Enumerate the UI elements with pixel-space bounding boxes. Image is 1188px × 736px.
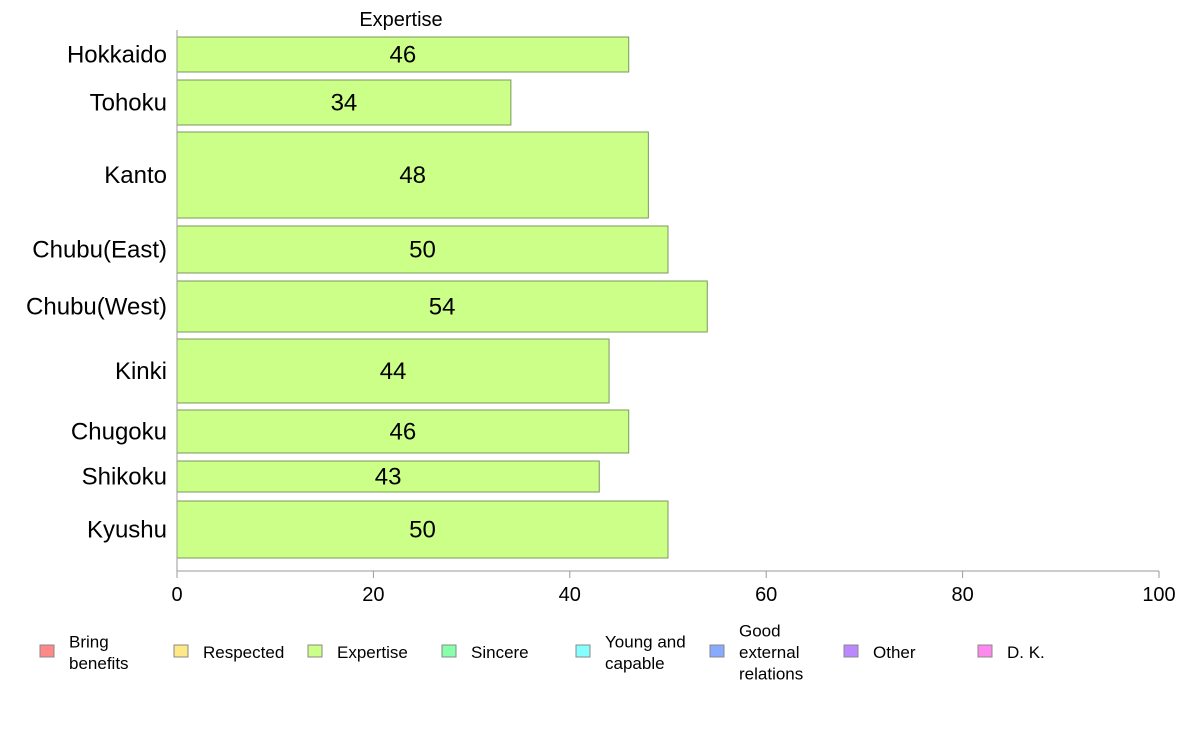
legend-label: Bring benefits [69, 632, 129, 673]
legend-label: Other [873, 643, 916, 662]
x-tick-label: 20 [362, 584, 384, 606]
category-label: Kyushu [87, 517, 167, 544]
x-tick-label: 80 [951, 584, 973, 606]
category-label: Hokkaido [67, 42, 167, 69]
bar-chubu-west- [176, 280, 708, 333]
bar-kanto [176, 131, 649, 219]
legend-swatch [441, 644, 457, 658]
value-label: 46 [390, 42, 417, 69]
category-label: Shikoku [82, 464, 167, 491]
value-label: 46 [390, 419, 417, 446]
category-label: Kinki [115, 358, 167, 385]
legend-label: Good external relations [739, 622, 803, 684]
category-label: Kanto [104, 162, 167, 189]
legend-label: Sincere [471, 643, 529, 662]
legend-item: Respected [173, 643, 284, 662]
legend-label: Young and capable [605, 632, 686, 673]
legend-swatch [307, 644, 323, 658]
legend-item: D. K. [977, 643, 1045, 662]
bars-group: Hokkaido 46 Tohoku 34 Kanto 48 Chubu(East) 50 Ch… [26, 36, 708, 559]
bar-chugoku [176, 409, 630, 454]
value-label: 44 [380, 358, 407, 385]
x-axis: 0 20 40 60 80 100 [171, 30, 1176, 606]
legend-item: Other [843, 643, 916, 662]
legend-label: Expertise [337, 643, 408, 662]
value-label: 48 [399, 162, 426, 189]
legend-swatch [575, 644, 591, 658]
value-label: 50 [409, 237, 436, 264]
value-label: 34 [331, 90, 358, 117]
legend-item: Good external relations [709, 622, 803, 684]
legend-swatch [843, 644, 859, 658]
value-label: 50 [409, 517, 436, 544]
legend-item: Expertise [307, 643, 408, 662]
legend-item: Young and capable [575, 632, 686, 673]
bar-tohoku [176, 79, 512, 126]
x-tick-label: 0 [171, 584, 182, 606]
bar-chubu-east- [176, 225, 669, 274]
legend-label: Respected [203, 643, 284, 662]
x-tick-label: 60 [755, 584, 777, 606]
legend: Bring benefits Respected Expertise Sincere Yo… [39, 622, 1045, 684]
category-label: Chubu(East) [32, 237, 167, 264]
value-label: 54 [429, 294, 456, 321]
bar-hokkaido [176, 36, 630, 73]
category-label: Chugoku [71, 419, 167, 446]
legend-item: Bring benefits [39, 632, 129, 673]
x-tick-label: 40 [559, 584, 581, 606]
legend-swatch [39, 644, 55, 658]
legend-swatch [709, 644, 725, 658]
value-label: 43 [375, 464, 402, 491]
bar-kinki [176, 338, 610, 404]
category-label: Chubu(West) [26, 294, 167, 321]
legend-swatch [173, 644, 189, 658]
legend-swatch [977, 644, 993, 658]
category-label: Tohoku [90, 90, 167, 117]
x-tick-label: 100 [1142, 584, 1175, 606]
legend-label: D. K. [1007, 643, 1045, 662]
chart-title: Expertise [359, 9, 442, 31]
legend-item: Sincere [441, 643, 529, 662]
